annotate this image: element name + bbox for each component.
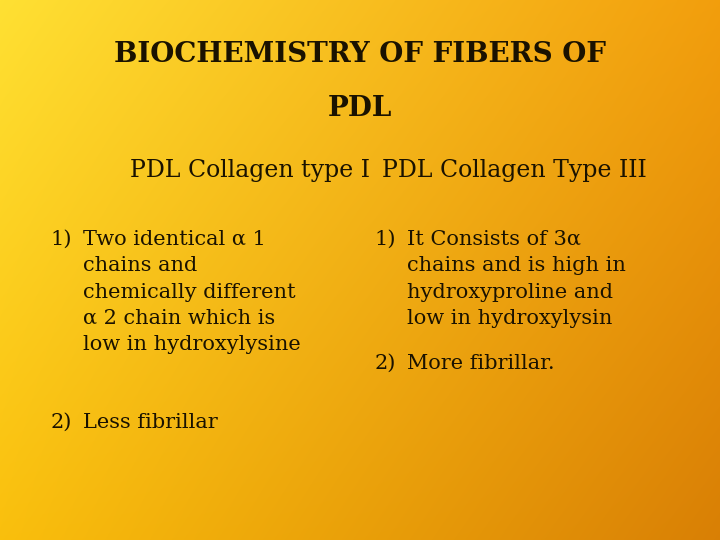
- Text: 2): 2): [374, 354, 396, 373]
- Text: PDL Collagen type I: PDL Collagen type I: [130, 159, 369, 181]
- Text: BIOCHEMISTRY OF FIBERS OF: BIOCHEMISTRY OF FIBERS OF: [114, 40, 606, 68]
- Text: PDL: PDL: [328, 94, 392, 122]
- Text: Two identical α 1
chains and
chemically different
α 2 chain which is
low in hydr: Two identical α 1 chains and chemically …: [83, 230, 300, 354]
- Text: 1): 1): [50, 230, 72, 248]
- Text: 2): 2): [50, 413, 72, 432]
- Text: It Consists of 3α
chains and is high in
hydroxyproline and
low in hydroxylysin: It Consists of 3α chains and is high in …: [407, 230, 626, 328]
- Text: More fibrillar.: More fibrillar.: [407, 354, 554, 373]
- Text: Less fibrillar: Less fibrillar: [83, 413, 217, 432]
- Text: 1): 1): [374, 230, 396, 248]
- Text: PDL Collagen Type III: PDL Collagen Type III: [382, 159, 647, 181]
